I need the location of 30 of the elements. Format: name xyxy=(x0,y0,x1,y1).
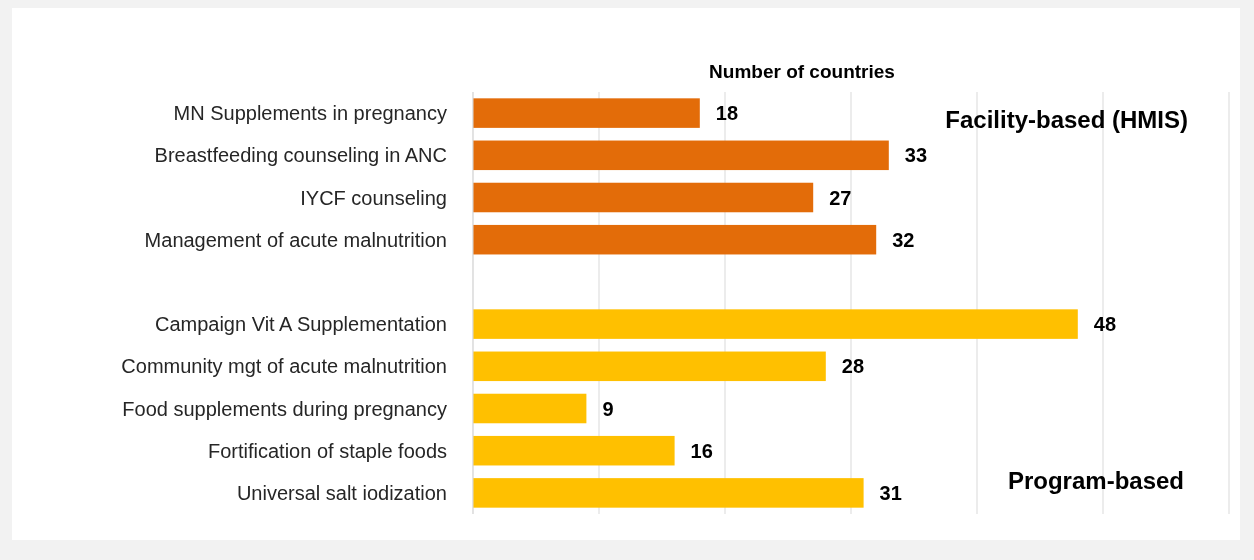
bar xyxy=(473,224,877,255)
data-label: 48 xyxy=(1093,313,1117,336)
bar xyxy=(473,351,826,382)
y-tick-label: Breastfeeding counseling in ANC xyxy=(154,144,447,167)
y-tick-label: Community mgt of acute malnutrition xyxy=(121,355,447,378)
annotation: Facility-based (HMIS) xyxy=(945,106,1188,133)
data-label: 32 xyxy=(892,228,915,251)
bar xyxy=(473,435,675,466)
bar xyxy=(473,98,700,128)
y-tick-label: Management of acute malnutrition xyxy=(144,228,447,251)
y-tick-label: Universal salt iodization xyxy=(236,481,447,504)
annotation: Program-based xyxy=(1007,467,1184,494)
data-label: 16 xyxy=(690,439,713,462)
x-axis-title: Number of countries xyxy=(709,61,895,82)
bar xyxy=(473,182,814,213)
bar xyxy=(473,309,1078,339)
bar xyxy=(473,478,864,508)
data-label: 31 xyxy=(879,481,902,504)
data-label: 27 xyxy=(829,186,852,209)
bar xyxy=(473,140,889,171)
y-tick-label: Fortification of staple foods xyxy=(207,439,447,462)
bar xyxy=(473,393,587,424)
data-label: 18 xyxy=(715,102,739,125)
data-label: 9 xyxy=(602,397,614,420)
y-tick-label: IYCF counseling xyxy=(300,186,447,209)
y-tick-label: MN Supplements in pregnancy xyxy=(173,102,447,125)
data-label: 33 xyxy=(904,144,928,167)
y-tick-label: Food supplements during pregnancy xyxy=(122,397,447,420)
y-tick-label: Campaign Vit A Supplementation xyxy=(154,313,447,336)
data-label: 28 xyxy=(841,355,865,378)
